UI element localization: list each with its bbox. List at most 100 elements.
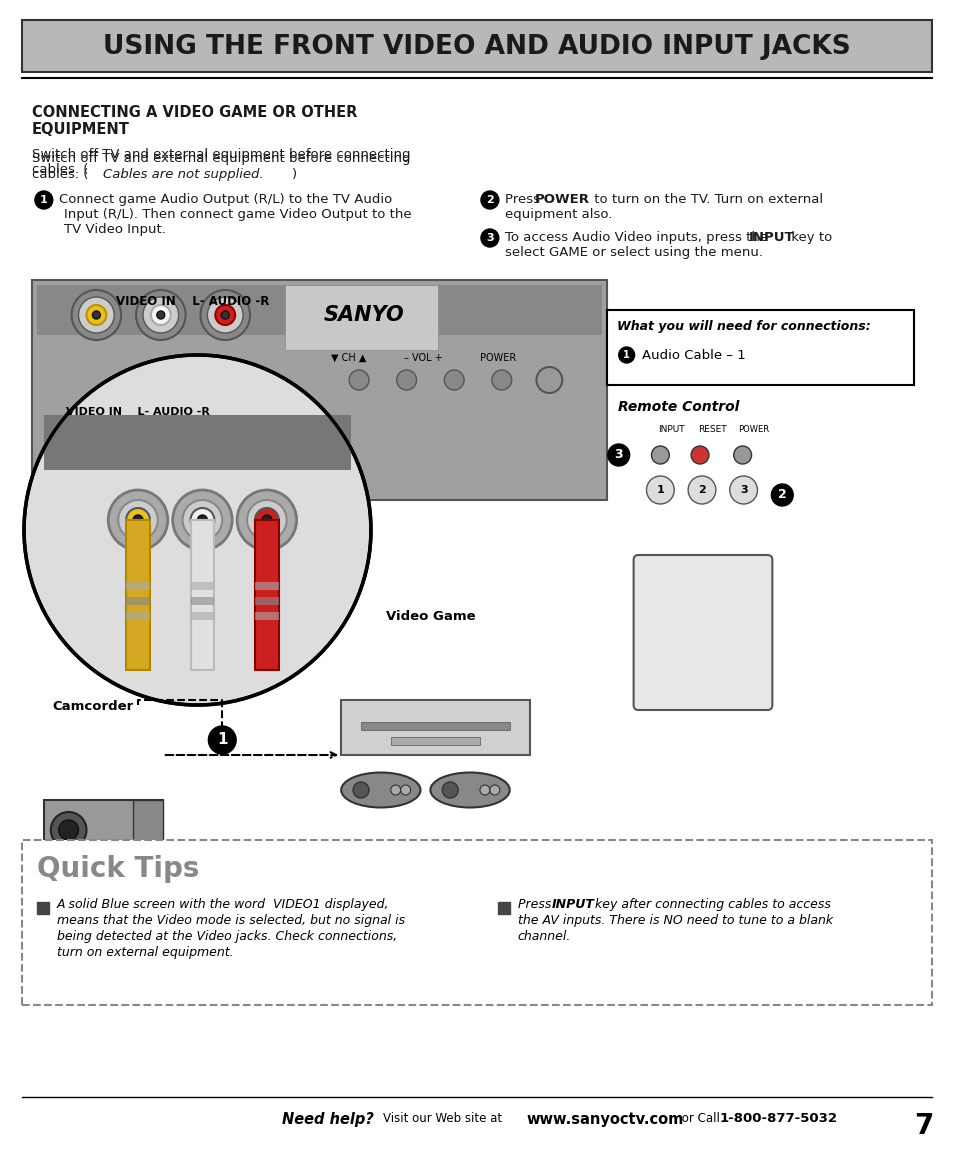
Text: 3: 3: [486, 233, 494, 243]
Circle shape: [687, 476, 715, 504]
Text: USING THE FRONT VIDEO AND AUDIO INPUT JACKS: USING THE FRONT VIDEO AND AUDIO INPUT JA…: [103, 34, 850, 60]
Text: Remote Control: Remote Control: [617, 400, 739, 414]
FancyBboxPatch shape: [191, 582, 214, 590]
Text: key after connecting cables to access: key after connecting cables to access: [590, 898, 830, 911]
Circle shape: [400, 785, 410, 795]
Circle shape: [118, 500, 157, 540]
Text: POWER: POWER: [737, 425, 768, 433]
Text: to turn on the TV. Turn on external: to turn on the TV. Turn on external: [589, 194, 822, 206]
Text: cables. (: cables. (: [31, 168, 89, 181]
Circle shape: [254, 508, 278, 532]
Text: Switch off TV and external equipment before connecting: Switch off TV and external equipment bef…: [31, 152, 410, 165]
Circle shape: [771, 484, 792, 506]
Text: 3: 3: [739, 484, 746, 495]
Ellipse shape: [341, 773, 420, 808]
Text: equipment also.: equipment also.: [504, 207, 612, 221]
Circle shape: [207, 297, 243, 333]
Circle shape: [490, 785, 499, 795]
Text: A solid Blue screen with the word  VIDEO1 displayed,: A solid Blue screen with the word VIDEO1…: [56, 898, 389, 911]
Circle shape: [197, 515, 207, 525]
Text: Camcorder: Camcorder: [52, 700, 133, 713]
Circle shape: [646, 476, 674, 504]
Circle shape: [690, 446, 708, 464]
FancyBboxPatch shape: [126, 520, 150, 670]
Text: Quick Tips: Quick Tips: [37, 855, 199, 883]
Text: TV Video Input.: TV Video Input.: [64, 223, 166, 236]
FancyBboxPatch shape: [191, 612, 214, 620]
FancyBboxPatch shape: [360, 722, 509, 730]
Circle shape: [651, 446, 669, 464]
Text: VIDEO IN    L- AUDIO -R: VIDEO IN L- AUDIO -R: [116, 296, 270, 308]
FancyBboxPatch shape: [22, 20, 931, 72]
Text: channel.: channel.: [517, 930, 571, 943]
Circle shape: [353, 782, 369, 799]
Text: 1-800-877-5032: 1-800-877-5032: [720, 1111, 837, 1125]
Circle shape: [132, 515, 143, 525]
Circle shape: [71, 290, 121, 340]
Circle shape: [151, 305, 171, 325]
Circle shape: [349, 370, 369, 389]
Text: 1: 1: [656, 484, 663, 495]
Circle shape: [480, 229, 498, 247]
Text: 2: 2: [698, 484, 705, 495]
Circle shape: [480, 191, 498, 209]
Text: turn on external equipment.: turn on external equipment.: [56, 946, 233, 958]
FancyBboxPatch shape: [132, 800, 163, 875]
FancyBboxPatch shape: [497, 902, 509, 914]
Text: Press: Press: [517, 898, 555, 911]
Circle shape: [126, 508, 150, 532]
Text: Switch off TV and external equipment before connecting
cables. (                : Switch off TV and external equipment bef…: [31, 148, 410, 176]
FancyBboxPatch shape: [37, 285, 601, 335]
Text: Visit our Web site at: Visit our Web site at: [382, 1111, 505, 1125]
Circle shape: [536, 367, 561, 393]
Circle shape: [191, 508, 214, 532]
Text: 1: 1: [622, 350, 629, 360]
FancyBboxPatch shape: [22, 840, 931, 1005]
FancyBboxPatch shape: [37, 902, 49, 914]
Text: means that the Video mode is selected, but no signal is: means that the Video mode is selected, b…: [56, 914, 404, 927]
FancyBboxPatch shape: [44, 800, 163, 860]
Text: Switch off TV and external equipment before connecting
cables. (: Switch off TV and external equipment bef…: [31, 148, 410, 176]
Circle shape: [200, 290, 250, 340]
Circle shape: [51, 812, 87, 848]
FancyBboxPatch shape: [254, 520, 278, 670]
Text: CONNECTING A VIDEO GAME OR OTHER
EQUIPMENT: CONNECTING A VIDEO GAME OR OTHER EQUIPME…: [31, 105, 357, 138]
Circle shape: [479, 785, 490, 795]
Text: To access Audio Video inputs, press the: To access Audio Video inputs, press the: [504, 231, 771, 245]
FancyBboxPatch shape: [341, 700, 529, 755]
Circle shape: [237, 490, 296, 551]
FancyBboxPatch shape: [126, 612, 150, 620]
Circle shape: [87, 305, 106, 325]
FancyBboxPatch shape: [191, 597, 214, 605]
Circle shape: [729, 476, 757, 504]
Circle shape: [262, 515, 272, 525]
Circle shape: [396, 370, 416, 389]
FancyBboxPatch shape: [254, 597, 278, 605]
FancyBboxPatch shape: [606, 309, 913, 385]
Circle shape: [108, 490, 168, 551]
Circle shape: [492, 370, 511, 389]
FancyBboxPatch shape: [391, 737, 479, 745]
Text: VIDEO IN    L- AUDIO -R: VIDEO IN L- AUDIO -R: [66, 407, 210, 417]
Circle shape: [24, 355, 371, 705]
Circle shape: [733, 446, 751, 464]
Text: Connect game Audio Output (R/L) to the TV Audio: Connect game Audio Output (R/L) to the T…: [59, 194, 392, 206]
Text: INPUT: INPUT: [551, 898, 594, 911]
Text: What you will need for connections:: What you will need for connections:: [616, 320, 869, 333]
Text: select GAME or select using the menu.: select GAME or select using the menu.: [504, 246, 762, 258]
FancyBboxPatch shape: [44, 415, 351, 471]
Text: the AV inputs. There is NO need to tune to a blank: the AV inputs. There is NO need to tune …: [517, 914, 832, 927]
Text: Press: Press: [504, 194, 543, 206]
Text: POWER: POWER: [479, 353, 516, 363]
Text: RESET: RESET: [698, 425, 726, 433]
FancyBboxPatch shape: [31, 280, 606, 500]
FancyBboxPatch shape: [284, 285, 437, 350]
Text: 2: 2: [777, 488, 786, 502]
Circle shape: [391, 785, 400, 795]
Text: ▼ CH ▲: ▼ CH ▲: [331, 353, 367, 363]
Circle shape: [247, 500, 287, 540]
Circle shape: [78, 297, 114, 333]
FancyBboxPatch shape: [254, 612, 278, 620]
Text: or Call: or Call: [678, 1111, 723, 1125]
FancyBboxPatch shape: [633, 555, 772, 710]
